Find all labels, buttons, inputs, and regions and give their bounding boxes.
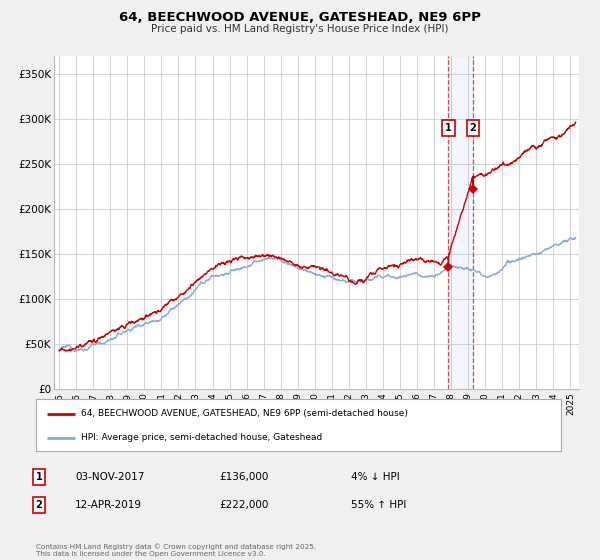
- Text: Price paid vs. HM Land Registry's House Price Index (HPI): Price paid vs. HM Land Registry's House …: [151, 24, 449, 34]
- Text: £222,000: £222,000: [219, 500, 268, 510]
- Text: 1: 1: [445, 123, 452, 133]
- Text: 2: 2: [35, 500, 43, 510]
- Text: 55% ↑ HPI: 55% ↑ HPI: [351, 500, 406, 510]
- Text: 64, BEECHWOOD AVENUE, GATESHEAD, NE9 6PP (semi-detached house): 64, BEECHWOOD AVENUE, GATESHEAD, NE9 6PP…: [80, 409, 407, 418]
- Text: 03-NOV-2017: 03-NOV-2017: [75, 472, 145, 482]
- Text: 4% ↓ HPI: 4% ↓ HPI: [351, 472, 400, 482]
- Text: HPI: Average price, semi-detached house, Gateshead: HPI: Average price, semi-detached house,…: [80, 433, 322, 442]
- Text: Contains HM Land Registry data © Crown copyright and database right 2025.
This d: Contains HM Land Registry data © Crown c…: [36, 544, 316, 557]
- Text: £136,000: £136,000: [219, 472, 268, 482]
- Text: 64, BEECHWOOD AVENUE, GATESHEAD, NE9 6PP: 64, BEECHWOOD AVENUE, GATESHEAD, NE9 6PP: [119, 11, 481, 24]
- Text: 12-APR-2019: 12-APR-2019: [75, 500, 142, 510]
- Bar: [448, 56, 473, 389]
- Text: 2: 2: [470, 123, 476, 133]
- Text: 1: 1: [35, 472, 43, 482]
